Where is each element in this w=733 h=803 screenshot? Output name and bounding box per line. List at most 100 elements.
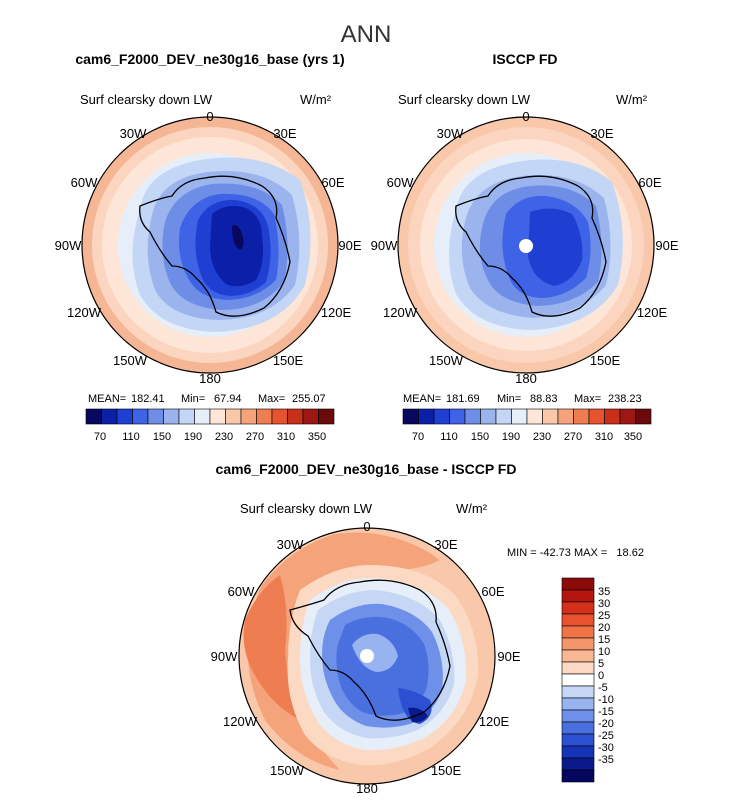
colorbar-swatch [116, 408, 133, 425]
lon-label-30e: 30E [273, 126, 296, 141]
lon-label-180: 180 [199, 371, 221, 386]
colorbar-label: 230 [533, 431, 551, 443]
colorbar-label: 110 [440, 431, 458, 443]
panel-obs-variable: Surf clearsky down LW [398, 92, 531, 107]
panel-obs-stats: MEAN= 181.69 Min= 88.83 Max= 238.23 [403, 393, 642, 405]
stat-mean-value: 182.41 [131, 393, 165, 405]
lon-label-90e: 90E [655, 238, 678, 253]
panel-diff-title: cam6_F2000_DEV_ne30g16_base - ISCCP FD [216, 461, 517, 477]
colorbar-swatch [163, 408, 180, 425]
colorbar-swatch [561, 733, 595, 747]
colorbar-label: -10 [598, 694, 614, 706]
lon-label-30w: 30W [437, 126, 464, 141]
colorbar-swatch [194, 408, 211, 425]
colorbar-swatch [511, 408, 528, 425]
lon-label-0: 0 [206, 109, 213, 124]
colorbar-label: -35 [598, 754, 614, 766]
colorbar-swatch [101, 408, 118, 425]
lon-label-150e: 150E [590, 353, 621, 368]
colorbar-swatch [561, 697, 595, 711]
lon-label-0: 0 [522, 109, 529, 124]
lon-label-150w: 150W [429, 353, 464, 368]
panel-model-stats: MEAN= 182.41 Min= 67.94 Max= 255.07 [88, 393, 326, 405]
panel-diff-map [238, 527, 496, 785]
colorbar-swatch [209, 408, 226, 425]
lon-label-30w: 30W [120, 126, 147, 141]
stat-max-value: 255.07 [292, 393, 326, 405]
colorbar-label: -15 [598, 706, 614, 718]
lon-label-90e: 90E [497, 649, 520, 664]
colorbar-label: 5 [598, 658, 604, 670]
colorbar-swatch [561, 721, 595, 735]
lon-label-90w: 90W [371, 238, 398, 253]
colorbar-swatch [619, 408, 636, 425]
panel-diff-colorbar [561, 577, 595, 783]
stat-max-label: Max= [258, 393, 285, 405]
colorbar-label: 0 [598, 670, 604, 682]
colorbar-label: 70 [94, 431, 106, 443]
stat-min-value: 88.83 [530, 393, 558, 405]
colorbar-label: 25 [598, 610, 610, 622]
panel-model-title: cam6_F2000_DEV_ne30g16_base (yrs 1) [75, 51, 344, 67]
colorbar-label: 350 [624, 431, 642, 443]
colorbar-label: -20 [598, 718, 614, 730]
colorbar-label: 30 [598, 598, 610, 610]
colorbar-label: 20 [598, 622, 610, 634]
panel-diff-variable: Surf clearsky down LW [240, 501, 373, 516]
colorbar-label: 35 [598, 586, 610, 598]
lon-label-180: 180 [356, 781, 378, 796]
stat-min-label: Min= [181, 393, 205, 405]
panel-diff-units: W/m² [456, 501, 488, 516]
colorbar-swatch [132, 408, 149, 425]
panel-model: cam6_F2000_DEV_ne30g16_base (yrs 1) Surf… [55, 51, 362, 443]
panel-model-variable: Surf clearsky down LW [80, 92, 213, 107]
lon-label-0: 0 [363, 519, 370, 534]
lon-label-150w: 150W [113, 353, 148, 368]
panel-obs-units: W/m² [616, 92, 648, 107]
colorbar-swatch [635, 408, 652, 425]
colorbar-swatch [225, 408, 242, 425]
colorbar-swatch [433, 408, 450, 425]
colorbar-swatch [573, 408, 590, 425]
colorbar-swatch [561, 685, 595, 699]
colorbar-swatch [85, 408, 102, 425]
colorbar-swatch [588, 408, 605, 425]
colorbar-label: 230 [215, 431, 233, 443]
colorbar-swatch [256, 408, 273, 425]
panel-model-units: W/m² [300, 92, 332, 107]
colorbar-swatch [287, 408, 304, 425]
colorbar-swatch [561, 709, 595, 723]
colorbar-swatch [561, 601, 595, 615]
panel-diff-colorbar-labels: 35 30 25 20 15 10 5 0 -5 -10 -15 -20 -25… [598, 586, 614, 766]
lon-label-120e: 120E [321, 305, 352, 320]
lon-label-150w: 150W [270, 763, 305, 778]
lon-label-120w: 120W [223, 714, 258, 729]
colorbar-swatch [318, 408, 335, 425]
lon-label-90w: 90W [55, 238, 82, 253]
lon-label-120e: 120E [637, 305, 668, 320]
stat-min-label: Min= [497, 393, 521, 405]
panel-model-map [81, 116, 339, 374]
lon-label-30e: 30E [434, 537, 457, 552]
panel-obs-title: ISCCP FD [492, 51, 557, 67]
colorbar-label: 70 [412, 431, 424, 443]
colorbar-label: -5 [598, 682, 608, 694]
colorbar-label: -25 [598, 730, 614, 742]
colorbar-swatch [464, 408, 481, 425]
stat-min-value: 67.94 [214, 393, 242, 405]
colorbar-swatch [271, 408, 288, 425]
lon-label-150e: 150E [273, 353, 304, 368]
lon-label-30w: 30W [277, 537, 304, 552]
panel-model-lon-labels: 0 30E 60E 90E 120E 150E 180 150W 120W 90… [55, 109, 362, 386]
colorbar-swatch [542, 408, 559, 425]
colorbar-swatch [561, 769, 595, 783]
stat-max-label: Max= [574, 393, 601, 405]
lon-label-60w: 60W [387, 175, 414, 190]
lon-label-60e: 60E [638, 175, 661, 190]
colorbar-label: 10 [598, 646, 610, 658]
colorbar-swatch [178, 408, 195, 425]
colorbar-label: 350 [308, 431, 326, 443]
colorbar-swatch [561, 649, 595, 663]
panel-model-colorbar [85, 408, 335, 425]
colorbar-label: -30 [598, 742, 614, 754]
